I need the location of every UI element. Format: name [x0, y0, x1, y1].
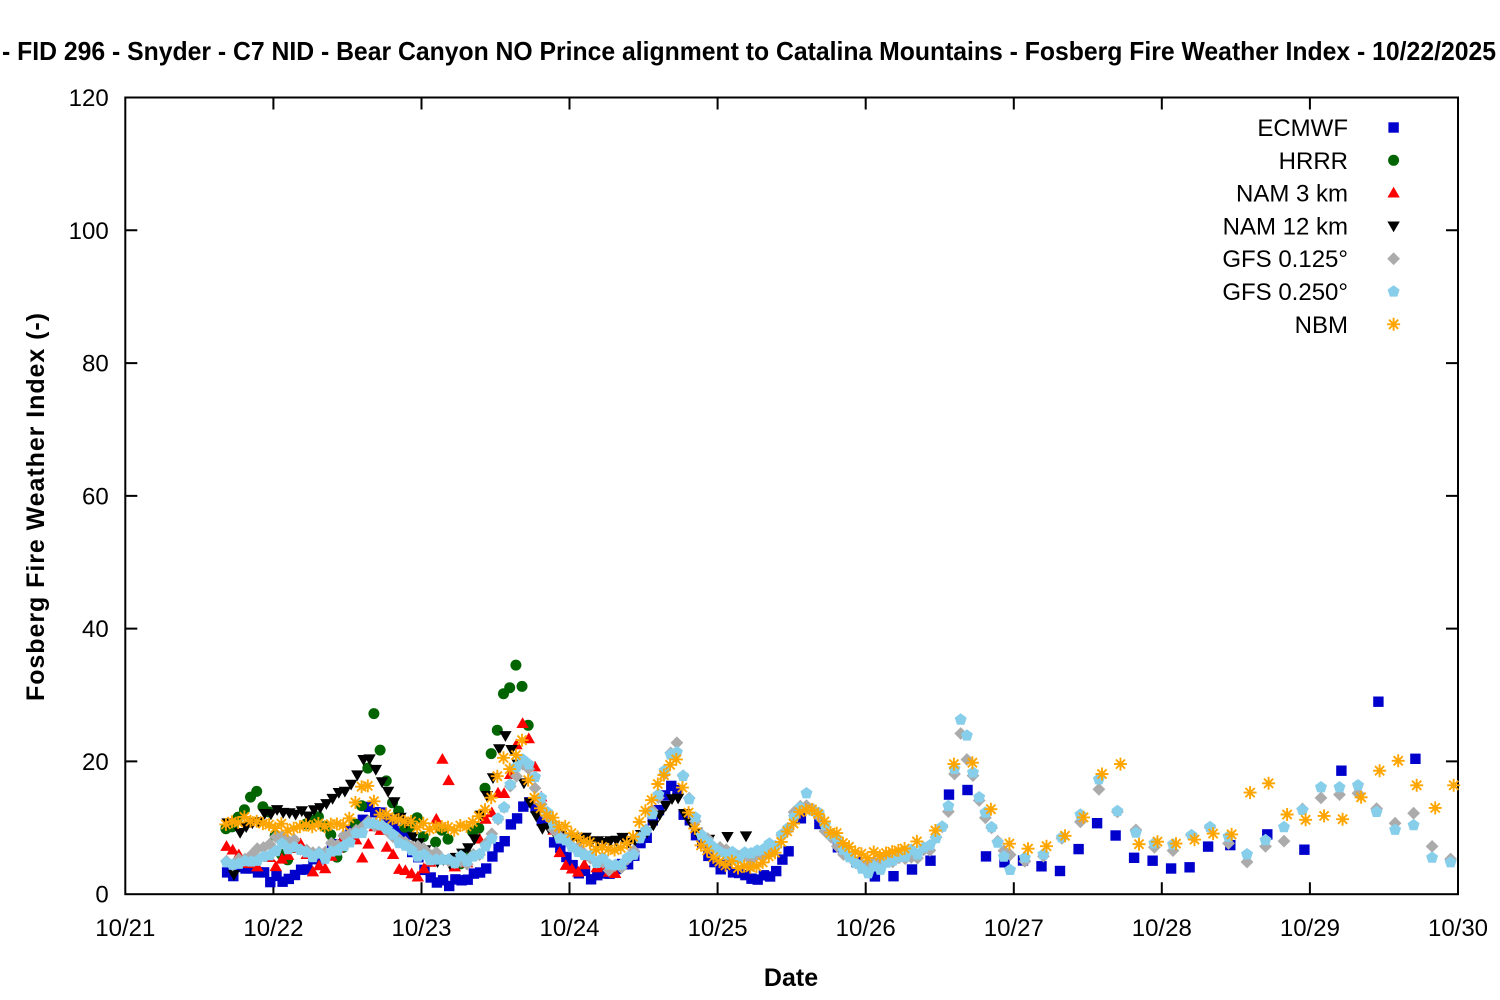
- svg-text:0: 0: [95, 882, 108, 909]
- svg-text:GFS 0.125°: GFS 0.125°: [1222, 246, 1348, 273]
- svg-text:10/30: 10/30: [1428, 915, 1488, 942]
- svg-text:10/27: 10/27: [984, 915, 1044, 942]
- svg-text:10/29: 10/29: [1280, 915, 1340, 942]
- svg-text:Date: Date: [764, 964, 818, 992]
- svg-text:20: 20: [82, 749, 109, 776]
- svg-text:60: 60: [82, 483, 109, 510]
- svg-text:GFS 0.250°: GFS 0.250°: [1222, 279, 1348, 306]
- svg-text:80: 80: [82, 351, 109, 378]
- svg-text:- FID 296 - Snyder - C7 NID -: - FID 296 - Snyder - C7 NID - Bear Canyo…: [2, 36, 1496, 66]
- svg-text:10/21: 10/21: [95, 915, 155, 942]
- svg-text:10/22: 10/22: [243, 915, 303, 942]
- svg-text:NAM 12 km: NAM 12 km: [1223, 213, 1348, 240]
- svg-text:120: 120: [69, 85, 109, 112]
- svg-text:HRRR: HRRR: [1279, 148, 1348, 175]
- svg-text:NBM: NBM: [1295, 312, 1348, 339]
- svg-text:10/25: 10/25: [688, 915, 748, 942]
- svg-text:NAM 3 km: NAM 3 km: [1236, 181, 1348, 208]
- svg-text:Fosberg Fire Weather Index (-): Fosberg Fire Weather Index (-): [22, 313, 50, 701]
- svg-text:ECMWF: ECMWF: [1257, 115, 1348, 142]
- svg-text:10/26: 10/26: [836, 915, 896, 942]
- svg-text:100: 100: [69, 218, 109, 245]
- svg-text:10/23: 10/23: [391, 915, 451, 942]
- svg-text:40: 40: [82, 616, 109, 643]
- svg-text:10/28: 10/28: [1132, 915, 1192, 942]
- svg-text:10/24: 10/24: [539, 915, 599, 942]
